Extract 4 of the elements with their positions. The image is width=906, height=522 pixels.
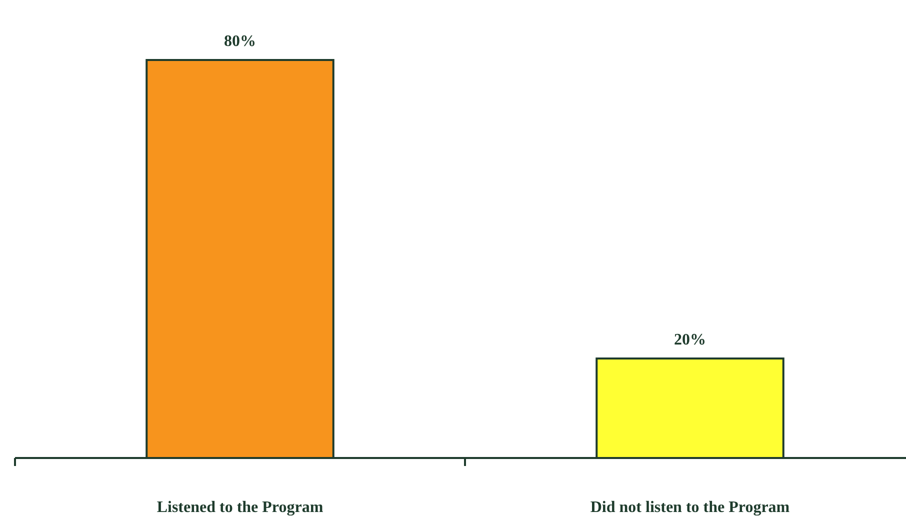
data-label: 20% <box>674 332 706 348</box>
x-tick-label: Did not listen to the Program <box>590 499 790 516</box>
data-label: 80% <box>224 33 256 50</box>
x-tick-label: Listened to the Program <box>156 499 324 516</box>
